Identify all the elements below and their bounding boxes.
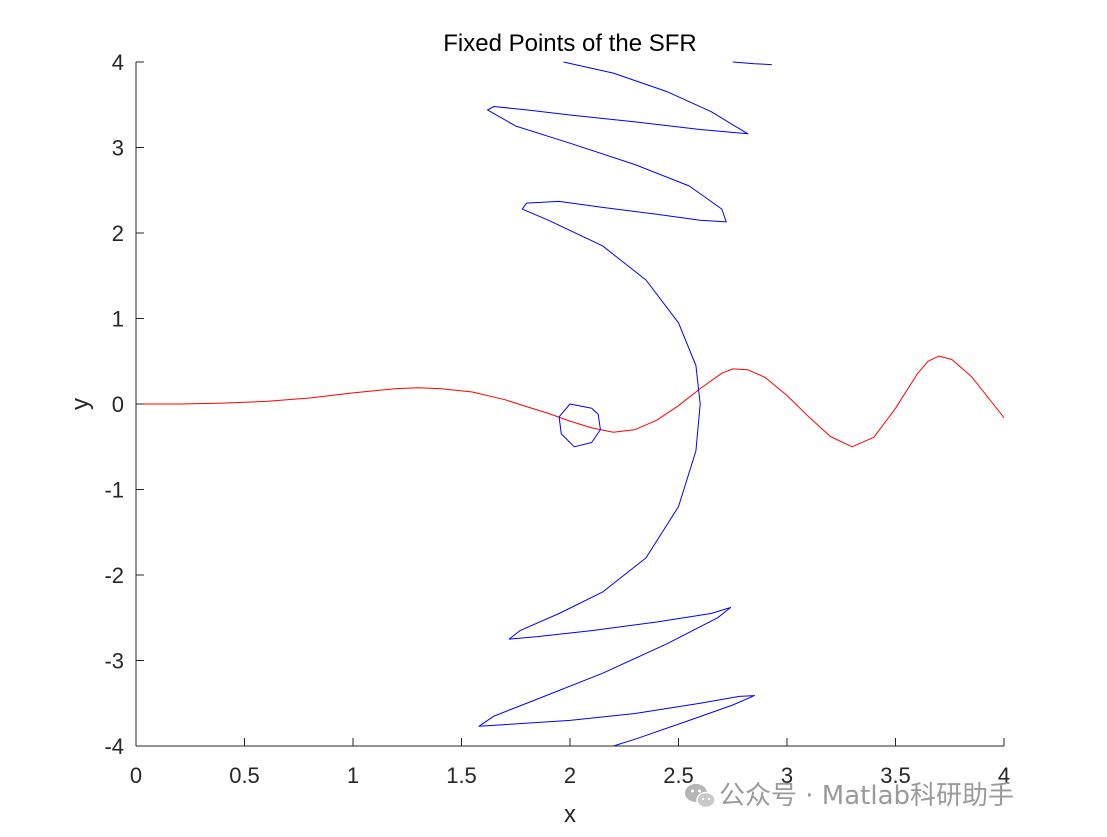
- y-tick-label: 3: [112, 136, 124, 161]
- x-ticks: 0 0.5 1 1.5 2 2.5 3 3.5 4: [130, 738, 1010, 788]
- x-tick-label: 4: [998, 763, 1010, 788]
- x-tick-label: 3.5: [880, 763, 911, 788]
- y-tick-label: 2: [112, 221, 124, 246]
- x-tick-label: 0.5: [229, 763, 260, 788]
- y-tick-label: -2: [104, 563, 124, 588]
- y-tick-label: 1: [112, 307, 124, 332]
- series-line-2: [732, 61, 772, 66]
- x-tick-label: 2: [564, 763, 576, 788]
- x-axis-label: x: [564, 801, 576, 828]
- y-tick-label: -3: [104, 649, 124, 674]
- x-tick-label: 1.5: [446, 763, 477, 788]
- x-tick-label: 1: [347, 763, 359, 788]
- series-line-4: [558, 403, 601, 448]
- series-line-1: [136, 355, 1005, 448]
- y-ticks: -4 -3 -2 -1 0 1 2 3 4: [104, 50, 144, 759]
- y-tick-label: -4: [104, 734, 124, 759]
- series-layer: [136, 61, 1005, 747]
- y-tick-label: 0: [112, 392, 124, 417]
- x-tick-label: 3: [781, 763, 793, 788]
- watermark-text: 公众号 · Matlab科研助手: [719, 781, 1014, 811]
- series-line-3: [478, 61, 755, 747]
- wechat-icon: [685, 784, 716, 809]
- x-tick-label: 0: [130, 763, 142, 788]
- y-axis-label: y: [67, 398, 94, 410]
- x-tick-label: 2.5: [663, 763, 694, 788]
- watermark: 公众号 · Matlab科研助手: [685, 781, 1014, 811]
- chart-title: Fixed Points of the SFR: [443, 30, 696, 57]
- y-tick-label: -1: [104, 478, 124, 503]
- y-tick-label: 4: [112, 50, 124, 75]
